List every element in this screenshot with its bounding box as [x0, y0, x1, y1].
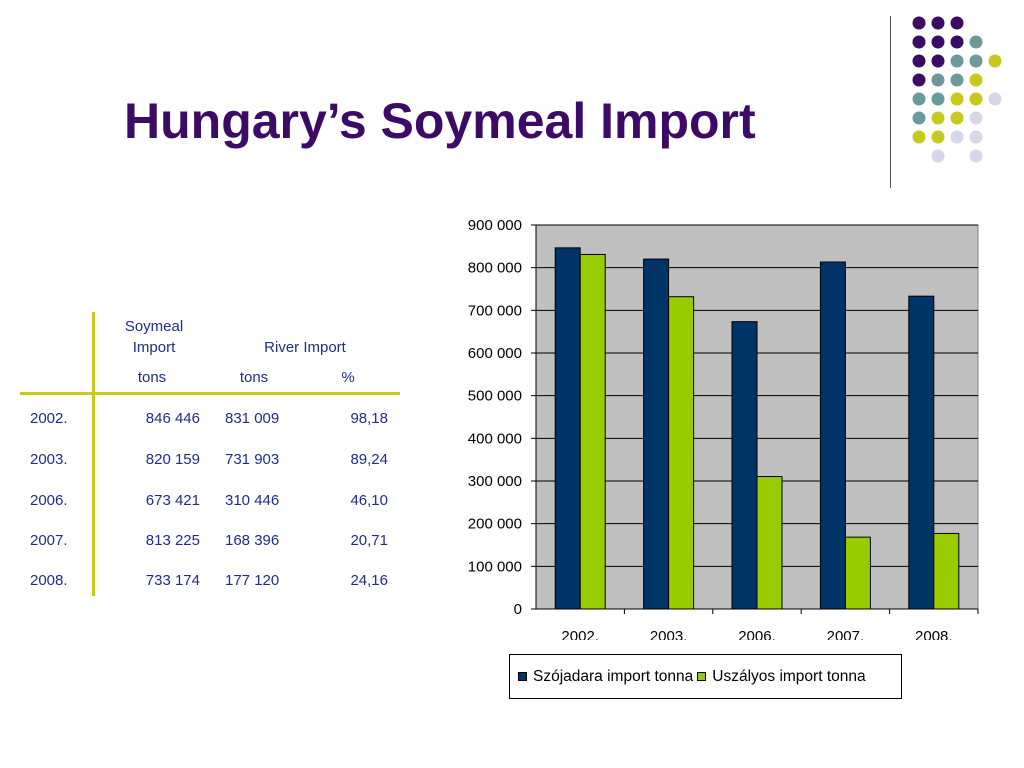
cell-river: 168 396	[225, 532, 280, 549]
decor-dot	[950, 16, 964, 30]
decor-dot	[969, 54, 983, 68]
x-tick-label: 2007.	[827, 628, 865, 640]
y-tick-label: 100 000	[468, 558, 522, 575]
legend-item: Uszályos import tonna	[697, 667, 866, 686]
title-divider-line	[890, 16, 891, 188]
chart-legend: Szójadara import tonna Uszályos import t…	[509, 654, 902, 699]
bar	[756, 476, 783, 610]
header-river-import: River Import	[264, 339, 346, 356]
y-tick-label: 0	[514, 601, 522, 618]
decor-dot	[969, 149, 983, 163]
decor-dot	[969, 111, 983, 125]
header-soymeal-line1: Soymeal	[124, 318, 184, 335]
x-tick-label: 2006.	[738, 628, 776, 640]
legend-swatch	[697, 672, 707, 681]
decor-dot	[912, 92, 926, 106]
cell-percent: 98,18	[350, 410, 388, 427]
decor-dot	[969, 130, 983, 144]
decor-dot	[988, 54, 1002, 68]
decor-dot	[912, 54, 926, 68]
decor-dot	[950, 111, 964, 125]
bar	[908, 295, 935, 610]
cell-percent: 89,24	[350, 451, 388, 468]
bar-chart: 0 100 000 200 000 300 000 400 000 500 000 600 …	[468, 217, 979, 640]
decor-dot	[969, 73, 983, 87]
decor-dot	[931, 16, 945, 30]
cell-river: 310 446	[225, 492, 280, 509]
legend-item: Szójadara import tonna	[518, 668, 693, 686]
decor-dot	[912, 16, 926, 30]
cell-river: 731 903	[225, 451, 280, 468]
legend-swatch	[518, 672, 527, 681]
cell-soymeal: 813 225	[145, 532, 200, 549]
cell-percent: 46,10	[350, 492, 388, 509]
cell-river: 831 009	[225, 410, 280, 427]
legend-label: Uszályos import tonna	[712, 667, 866, 685]
unit-percent: %	[341, 369, 355, 386]
decor-dot	[912, 73, 926, 87]
decor-dot	[950, 54, 964, 68]
x-tick-label: 2002.	[561, 628, 599, 640]
bar	[844, 536, 871, 610]
cell-river: 177 120	[225, 572, 280, 589]
decor-dot	[912, 35, 926, 49]
header-soymeal-line2: Import	[132, 339, 176, 356]
cell-soymeal: 673 421	[145, 492, 200, 509]
decor-dot	[950, 130, 964, 144]
cell-year: 2007.	[30, 532, 68, 549]
decor-dot	[931, 54, 945, 68]
decor-dot	[931, 35, 945, 49]
cell-soymeal: 846 446	[145, 410, 200, 427]
x-tick-label: 2003.	[650, 628, 688, 640]
decor-dot	[912, 130, 926, 144]
cell-percent: 24,16	[350, 572, 388, 589]
cell-soymeal: 820 159	[145, 451, 200, 468]
decor-dot	[931, 130, 945, 144]
decor-dot	[912, 111, 926, 125]
x-tick-label: 2008.	[915, 628, 953, 640]
y-tick-label: 700 000	[468, 302, 522, 319]
bar	[668, 296, 695, 610]
cell-soymeal: 733 174	[145, 572, 200, 589]
bar	[554, 247, 581, 610]
decor-dot	[969, 92, 983, 106]
decor-dot	[931, 73, 945, 87]
bar	[933, 532, 960, 610]
cell-year: 2008.	[30, 572, 68, 589]
decor-dot	[931, 92, 945, 106]
decor-dot	[969, 35, 983, 49]
decor-dot	[931, 111, 945, 125]
y-tick-label: 200 000	[468, 516, 522, 533]
cell-year: 2003.	[30, 451, 68, 468]
decor-dot	[988, 92, 1002, 106]
y-tick-label: 300 000	[468, 473, 522, 490]
bar	[731, 321, 758, 610]
decor-dot	[950, 92, 964, 106]
cell-percent: 20,71	[350, 532, 388, 549]
table-vertical-rule	[92, 312, 95, 596]
cell-year: 2006.	[30, 492, 68, 509]
bar	[579, 253, 606, 610]
y-tick-label: 400 000	[468, 430, 522, 447]
decor-dot	[950, 35, 964, 49]
bar	[819, 261, 846, 610]
decor-dot	[950, 73, 964, 87]
y-tick-label: 900 000	[468, 217, 522, 234]
unit-river: tons	[239, 369, 269, 386]
decor-dot	[931, 149, 945, 163]
cell-year: 2002.	[30, 410, 68, 427]
table-horizontal-rule	[20, 392, 400, 395]
legend-label: Szójadara import tonna	[533, 667, 694, 685]
y-tick-label: 500 000	[468, 388, 522, 405]
y-tick-label: 800 000	[468, 260, 522, 277]
y-tick-label: 600 000	[468, 345, 522, 362]
unit-soymeal: tons	[137, 369, 167, 386]
page-title: Hungary’s Soymeal Import	[124, 93, 756, 149]
bar	[643, 258, 670, 610]
